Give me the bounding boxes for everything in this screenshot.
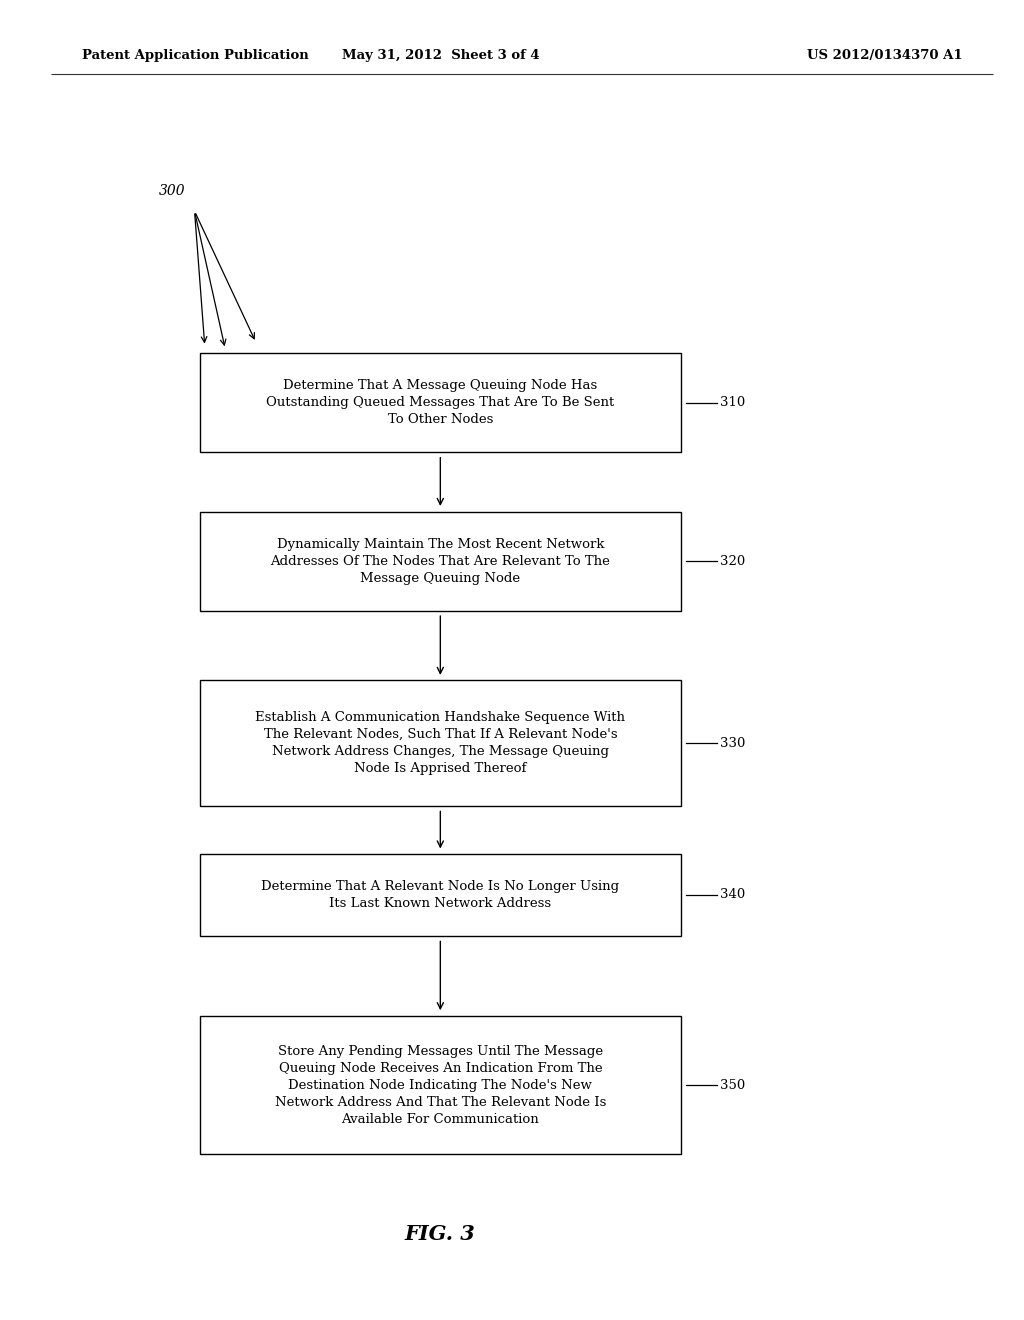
- Text: 310: 310: [720, 396, 745, 409]
- Bar: [200, 681, 681, 805]
- Text: FIG. 3: FIG. 3: [404, 1224, 476, 1245]
- Text: 340: 340: [720, 888, 745, 902]
- Text: Establish A Communication Handshake Sequence With
The Relevant Nodes, Such That : Establish A Communication Handshake Sequ…: [255, 711, 626, 775]
- Text: US 2012/0134370 A1: US 2012/0134370 A1: [807, 49, 963, 62]
- Bar: [200, 511, 681, 610]
- Bar: [200, 854, 681, 936]
- Text: 320: 320: [720, 554, 745, 568]
- Text: 330: 330: [720, 737, 745, 750]
- Text: Patent Application Publication: Patent Application Publication: [82, 49, 308, 62]
- Bar: [200, 1016, 681, 1154]
- Text: May 31, 2012  Sheet 3 of 4: May 31, 2012 Sheet 3 of 4: [342, 49, 539, 62]
- Text: Store Any Pending Messages Until The Message
Queuing Node Receives An Indication: Store Any Pending Messages Until The Mes…: [274, 1044, 606, 1126]
- Text: 300: 300: [159, 183, 185, 198]
- Text: Determine That A Relevant Node Is No Longer Using
Its Last Known Network Address: Determine That A Relevant Node Is No Lon…: [261, 880, 620, 909]
- Text: Dynamically Maintain The Most Recent Network
Addresses Of The Nodes That Are Rel: Dynamically Maintain The Most Recent Net…: [270, 537, 610, 585]
- Bar: [200, 354, 681, 451]
- Text: 350: 350: [720, 1078, 745, 1092]
- Text: Determine That A Message Queuing Node Has
Outstanding Queued Messages That Are T: Determine That A Message Queuing Node Ha…: [266, 379, 614, 426]
